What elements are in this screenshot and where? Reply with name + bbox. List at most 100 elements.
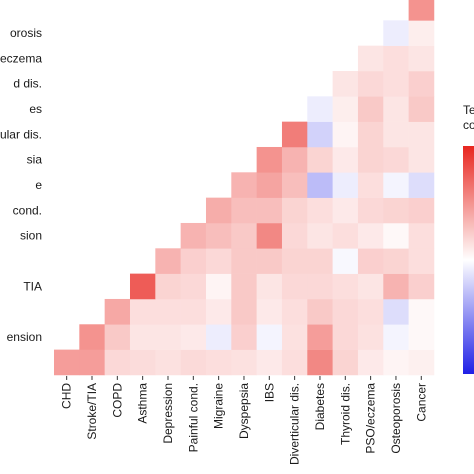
heatmap-cell	[307, 248, 333, 274]
heatmap-cell	[205, 197, 232, 224]
heatmap-cell	[155, 298, 181, 325]
heatmap-cell	[357, 298, 384, 325]
heatmap-cell	[357, 146, 384, 173]
heatmap-cell	[155, 324, 181, 350]
heatmap-cell	[383, 45, 409, 72]
heatmap-cell	[408, 172, 435, 198]
legend: Te co	[463, 103, 474, 374]
heatmap-cell	[332, 298, 359, 325]
heatmap-cell	[307, 324, 333, 350]
x-tick-label: COPD	[110, 383, 124, 418]
heatmap-cell	[332, 197, 359, 224]
heatmap-cell	[307, 146, 333, 173]
heatmap-cell	[281, 273, 308, 300]
heatmap-cell	[231, 298, 257, 325]
heatmap-cell	[383, 172, 409, 198]
heatmap-cell	[281, 324, 308, 350]
heatmap-cell	[281, 121, 308, 148]
heatmap-cell	[408, 324, 435, 350]
x-tick-label: Thyroid dis.	[338, 383, 352, 445]
x-tick-label: PSO/eczema	[364, 383, 378, 454]
heatmap-cell	[231, 273, 257, 300]
heatmap-cell	[231, 222, 257, 249]
heatmap-cell	[256, 349, 283, 376]
heatmap-cell	[332, 96, 359, 122]
heatmap-cell	[180, 298, 207, 325]
heatmap-cell	[205, 273, 232, 300]
heatmap-cell	[332, 248, 359, 274]
y-tick-label: sion	[20, 229, 42, 243]
heatmap-cell	[129, 324, 156, 350]
x-tick-label: IBS	[262, 383, 276, 402]
x-tick-label: Diabetes	[313, 383, 327, 430]
heatmap-cell	[231, 324, 257, 350]
heatmap-cell	[256, 222, 283, 249]
heatmap-cell	[408, 197, 435, 224]
heatmap-cell	[383, 222, 409, 249]
legend-title-line-1: Te	[463, 103, 474, 117]
heatmap-cell	[332, 222, 359, 249]
heatmap-cell	[357, 349, 384, 376]
heatmap-cell	[307, 96, 333, 122]
heatmap-cell	[129, 349, 156, 376]
heatmap-cell	[408, 273, 435, 300]
heatmap-cell	[357, 121, 384, 148]
heatmap-cell	[79, 349, 105, 376]
heatmap-cell	[256, 248, 283, 274]
heatmap-cell	[332, 146, 359, 173]
heatmap-cell	[205, 349, 232, 376]
y-tick-label: eczema	[0, 51, 42, 65]
y-tick-label: orosis	[10, 26, 42, 40]
y-tick-label: e	[35, 178, 42, 192]
heatmap-cell	[332, 70, 359, 97]
x-tick-label: Migraine	[212, 383, 226, 429]
heatmap-cell	[205, 248, 232, 274]
heatmap-cell	[231, 349, 257, 376]
heatmap-cell	[357, 96, 384, 122]
x-tick-label: Osteoporosis	[389, 383, 403, 454]
heatmap-cell	[383, 96, 409, 122]
heatmap-cell	[383, 248, 409, 274]
heatmap-cell	[357, 197, 384, 224]
heatmap-cell	[383, 20, 409, 46]
x-tick-label: Diverticular dis.	[288, 383, 302, 465]
heatmap-cell	[383, 70, 409, 97]
heatmap-cell	[408, 45, 435, 72]
x-tick-label: Painful cond.	[186, 383, 200, 452]
heatmap-cell	[408, 96, 435, 122]
heatmap-cell	[256, 146, 283, 173]
heatmap-cell	[281, 222, 308, 249]
heatmap-cell	[332, 121, 359, 148]
heatmap-cell	[104, 324, 131, 350]
legend-title-line-2: co	[463, 118, 474, 132]
heatmap-cell	[408, 121, 435, 148]
heatmap-cell	[180, 273, 207, 300]
heatmap-cell	[357, 324, 384, 350]
heatmap-cell	[281, 197, 308, 224]
x-tick-label: Depression	[161, 383, 175, 444]
y-tick-label: ular dis.	[0, 127, 42, 141]
heatmap-cell	[256, 172, 283, 198]
heatmap-cell	[205, 324, 232, 350]
heatmap-cell	[256, 324, 283, 350]
heatmap-cell	[332, 324, 359, 350]
x-tick-label: Cancer	[414, 383, 428, 422]
heatmap-cell	[129, 298, 156, 325]
heatmap-cell	[307, 273, 333, 300]
heatmap-cell	[332, 273, 359, 300]
heatmap-cell	[307, 197, 333, 224]
heatmap-cell	[383, 349, 409, 376]
y-tick-label: es	[29, 102, 42, 116]
heatmap-cell	[256, 298, 283, 325]
y-tick-label: sia	[27, 153, 43, 167]
heatmap-cell	[408, 222, 435, 249]
heatmap-cell	[256, 273, 283, 300]
heatmap-cell	[408, 349, 435, 376]
heatmap-cell	[383, 146, 409, 173]
heatmap-cell	[408, 70, 435, 97]
heatmap-cell	[307, 298, 333, 325]
heatmap-cell	[180, 349, 207, 376]
heatmap-cell	[281, 146, 308, 173]
heatmap-cell	[155, 273, 181, 300]
